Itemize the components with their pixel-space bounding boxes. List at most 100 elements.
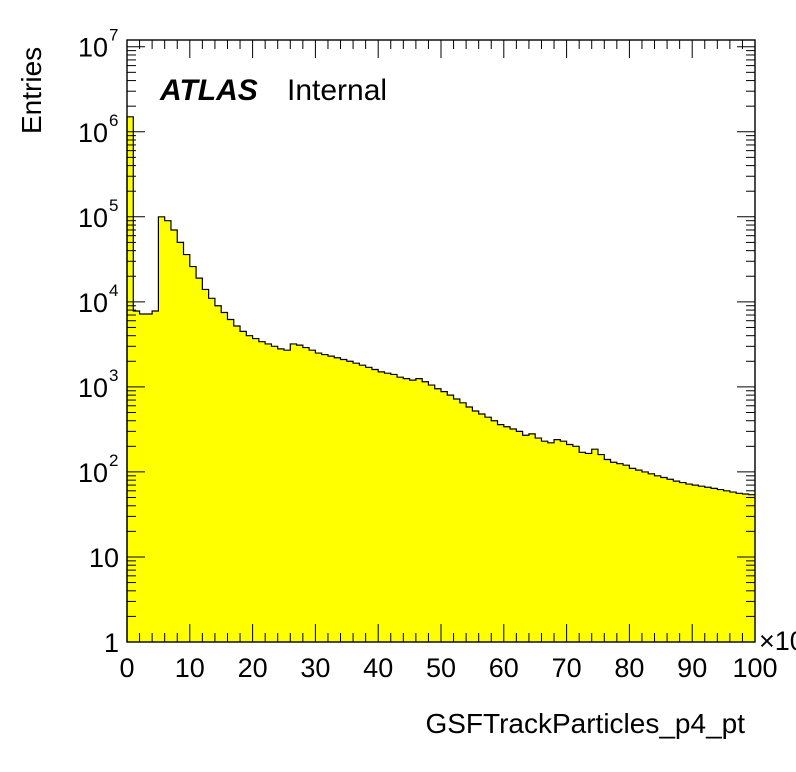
- histogram-bin: [579, 452, 586, 642]
- histogram-bin: [284, 350, 291, 642]
- histogram-bin: [610, 462, 618, 642]
- histogram-bin: [623, 465, 630, 642]
- histogram-bin: [510, 428, 517, 642]
- y-tick-label: 10: [78, 373, 108, 403]
- y-tick-label: 10: [78, 118, 108, 148]
- histogram-bin: [202, 289, 210, 642]
- histogram-bin: [428, 385, 436, 642]
- y-tick-exponent: 7: [109, 26, 118, 45]
- histogram-bin: [679, 482, 687, 642]
- histogram-bin: [654, 475, 662, 642]
- histogram-bin: [133, 311, 140, 642]
- histogram-bin: [177, 242, 184, 642]
- histogram-bin: [214, 305, 222, 642]
- histogram-bin: [359, 365, 367, 642]
- x-tick-label: 30: [300, 653, 330, 683]
- histogram-bin: [346, 361, 354, 642]
- histogram-bin: [667, 479, 674, 642]
- x-tick-label: 100: [732, 653, 777, 683]
- histogram-bin: [673, 481, 681, 642]
- histogram-bin: [353, 363, 360, 642]
- histogram-bin: [484, 417, 492, 642]
- x-tick-label: 20: [238, 653, 268, 683]
- histogram-bin: [434, 388, 442, 642]
- histogram-bin: [604, 459, 611, 642]
- histogram-bin: [711, 488, 718, 642]
- histogram-bin: [409, 380, 417, 642]
- histogram-bin: [334, 357, 341, 642]
- histogram-bin: [170, 229, 178, 642]
- histogram-bin: [315, 353, 323, 642]
- histogram-bin: [127, 116, 134, 642]
- histogram-bin: [290, 343, 297, 642]
- histogram-bin: [208, 298, 216, 642]
- histogram-bin: [189, 266, 197, 642]
- histogram-bin: [698, 486, 706, 642]
- histogram-bin: [371, 369, 379, 642]
- atlas-label: ATLAS: [159, 74, 258, 107]
- histogram-bin: [196, 278, 203, 642]
- histogram-bars: [127, 116, 756, 643]
- histogram-bin: [541, 441, 549, 642]
- histogram-bin: [560, 441, 567, 642]
- histogram-bin: [572, 446, 580, 642]
- histogram-bin: [497, 424, 505, 642]
- histogram-bin: [415, 378, 423, 642]
- histogram-bin: [453, 399, 461, 642]
- histogram-bin: [365, 367, 373, 642]
- histogram-bin: [503, 426, 511, 642]
- internal-label: Internal: [287, 74, 387, 107]
- histogram-bin: [554, 439, 561, 642]
- histogram-bin: [547, 442, 555, 642]
- histogram-bin: [258, 341, 266, 642]
- histogram-bin: [629, 468, 637, 642]
- x-tick-labels: 0 10 20 30 40 50 60 70 80 90 100: [119, 653, 777, 683]
- histogram-bin: [145, 313, 153, 642]
- histogram-bin: [164, 220, 172, 642]
- y-tick-exponent: 5: [109, 196, 118, 215]
- histogram-bin: [302, 347, 310, 642]
- histogram-bin: [183, 254, 191, 642]
- histogram-bin: [742, 494, 750, 642]
- x-tick-label: 50: [426, 653, 456, 683]
- histogram-bin: [472, 411, 480, 642]
- x-axis-title: GSFTrackParticles_p4_pt: [425, 708, 745, 739]
- histogram-outline: [126, 116, 755, 642]
- histogram-bin: [585, 453, 593, 642]
- histogram-bin: [227, 319, 235, 642]
- histogram-bin: [221, 312, 228, 642]
- histogram-bin: [459, 402, 467, 642]
- y-tick-label: 10: [89, 543, 119, 573]
- y-tick-label: 10: [78, 203, 108, 233]
- histogram-bin: [265, 343, 272, 642]
- histogram-bin: [522, 435, 530, 642]
- histogram-bin: [422, 381, 429, 642]
- histogram-bin: [478, 413, 486, 642]
- histogram-bin: [403, 378, 410, 642]
- histogram-bin: [685, 484, 693, 642]
- histogram-bin: [441, 391, 448, 642]
- histogram-bin: [309, 350, 316, 642]
- histogram-bin: [327, 356, 335, 642]
- histogram-bin: [528, 433, 536, 642]
- y-tick-label: 10: [78, 288, 108, 318]
- y-tick-exponent: 6: [109, 111, 118, 130]
- histogram-bin: [717, 489, 724, 642]
- histogram-bin: [648, 473, 655, 642]
- histogram-bin: [466, 407, 473, 642]
- y-tick-exponent: 2: [109, 451, 118, 470]
- histogram-bin: [378, 371, 385, 642]
- histogram-bin: [566, 444, 574, 642]
- histogram-bin: [233, 325, 241, 642]
- y-tick-label: 1: [104, 628, 119, 658]
- histogram-bin: [139, 313, 147, 642]
- histogram-bin: [271, 346, 279, 642]
- y-tick-label: 10: [78, 458, 108, 488]
- histogram-bin: [641, 471, 649, 642]
- histogram-bin: [598, 454, 605, 642]
- y-axis-title: Entries: [16, 47, 47, 134]
- x-tick-label: 70: [552, 653, 582, 683]
- x-axis-multiplier: ×10³: [759, 626, 796, 656]
- y-tick-exponent: 4: [109, 281, 118, 300]
